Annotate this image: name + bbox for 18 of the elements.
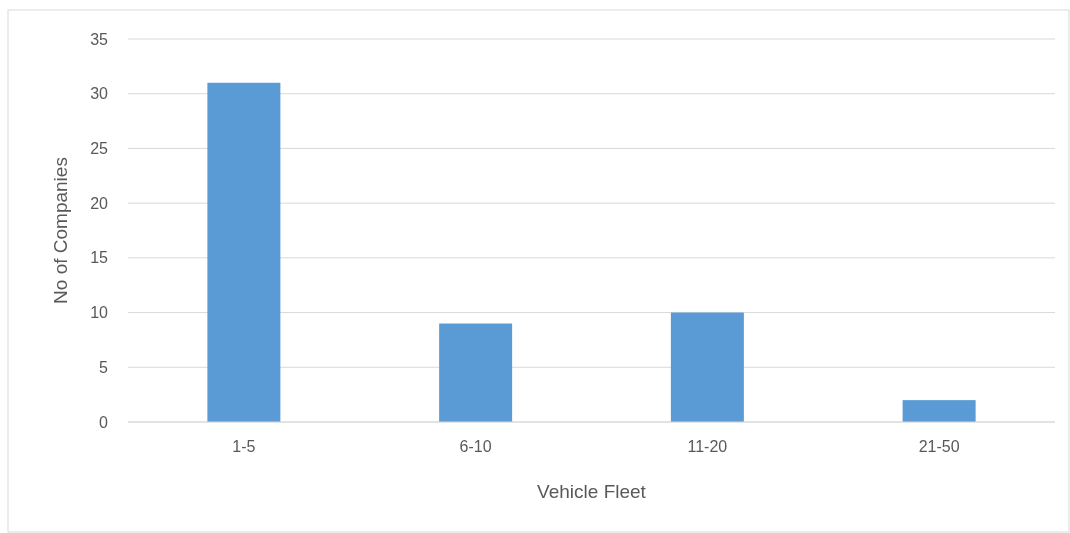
y-tick-label: 0 bbox=[99, 413, 109, 431]
y-tick-label: 10 bbox=[90, 304, 109, 322]
x-axis-title: Vehicle Fleet bbox=[537, 481, 647, 502]
y-tick-label: 20 bbox=[90, 194, 109, 212]
y-axis-title: No of Companies bbox=[50, 157, 71, 304]
x-tick-label: 21-50 bbox=[918, 438, 960, 455]
y-tick-label: 15 bbox=[90, 249, 109, 267]
bar bbox=[902, 400, 976, 422]
x-tick-label: 11-20 bbox=[687, 438, 728, 455]
bar bbox=[439, 323, 513, 422]
y-tick-label: 25 bbox=[90, 140, 109, 158]
bar bbox=[670, 312, 744, 422]
x-tick-label: 1-5 bbox=[232, 438, 256, 455]
y-tick-label: 30 bbox=[90, 85, 109, 103]
bar bbox=[207, 82, 281, 422]
x-tick-label: 6-10 bbox=[459, 438, 492, 455]
y-tick-label: 5 bbox=[99, 358, 109, 376]
y-tick-label: 35 bbox=[90, 30, 109, 48]
